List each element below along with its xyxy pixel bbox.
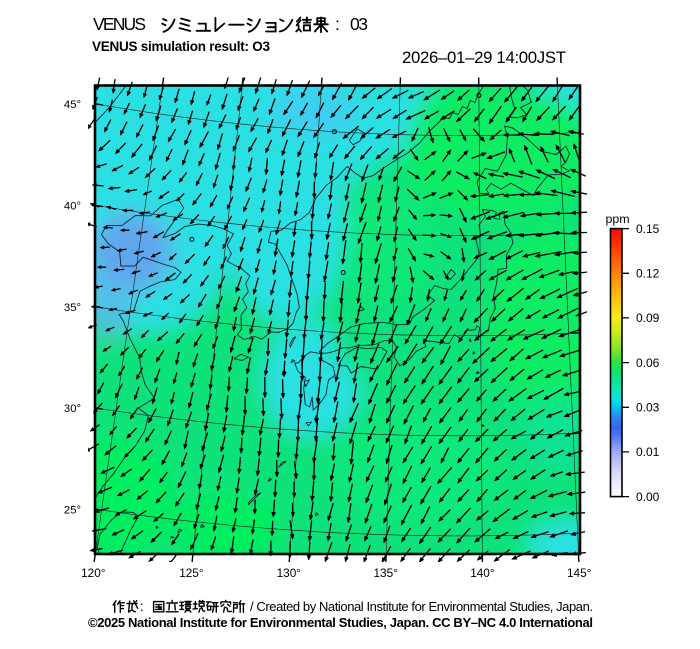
svg-text:0.01: 0.01 [636, 445, 660, 459]
svg-text:0.15: 0.15 [636, 222, 660, 236]
svg-text:VENUS: VENUS [93, 14, 146, 34]
svg-text:135°: 135° [373, 566, 398, 580]
svg-text:VENUS simulation result: O3: VENUS simulation result: O3 [92, 39, 270, 54]
svg-text:0.00: 0.00 [636, 490, 660, 504]
svg-text:0.09: 0.09 [636, 311, 660, 325]
svg-text::: : [335, 14, 340, 34]
svg-text:130°: 130° [277, 566, 302, 580]
svg-text:145°: 145° [567, 566, 592, 580]
svg-text:ppm: ppm [606, 212, 630, 226]
svg-text:©2025 National Institute for E: ©2025 National Institute for Environment… [88, 615, 593, 630]
svg-text:45°: 45° [64, 99, 81, 111]
svg-text:0.03: 0.03 [636, 401, 660, 415]
svg-text:30°: 30° [64, 403, 81, 415]
svg-text:2026–01–29 14:00JST: 2026–01–29 14:00JST [402, 48, 566, 67]
svg-text:120°: 120° [81, 566, 106, 580]
svg-text:0.06: 0.06 [636, 356, 660, 370]
svg-text::: : [140, 599, 144, 614]
svg-text:03: 03 [350, 14, 368, 34]
svg-text:125°: 125° [179, 566, 204, 580]
svg-text:40°: 40° [64, 201, 81, 213]
svg-text:/ Created by National Institut: / Created by National Institute for Envi… [250, 599, 593, 614]
svg-text:35°: 35° [64, 302, 81, 314]
svg-text:25°: 25° [64, 504, 81, 516]
svg-text:140°: 140° [470, 566, 495, 580]
svg-text:0.12: 0.12 [636, 267, 660, 281]
